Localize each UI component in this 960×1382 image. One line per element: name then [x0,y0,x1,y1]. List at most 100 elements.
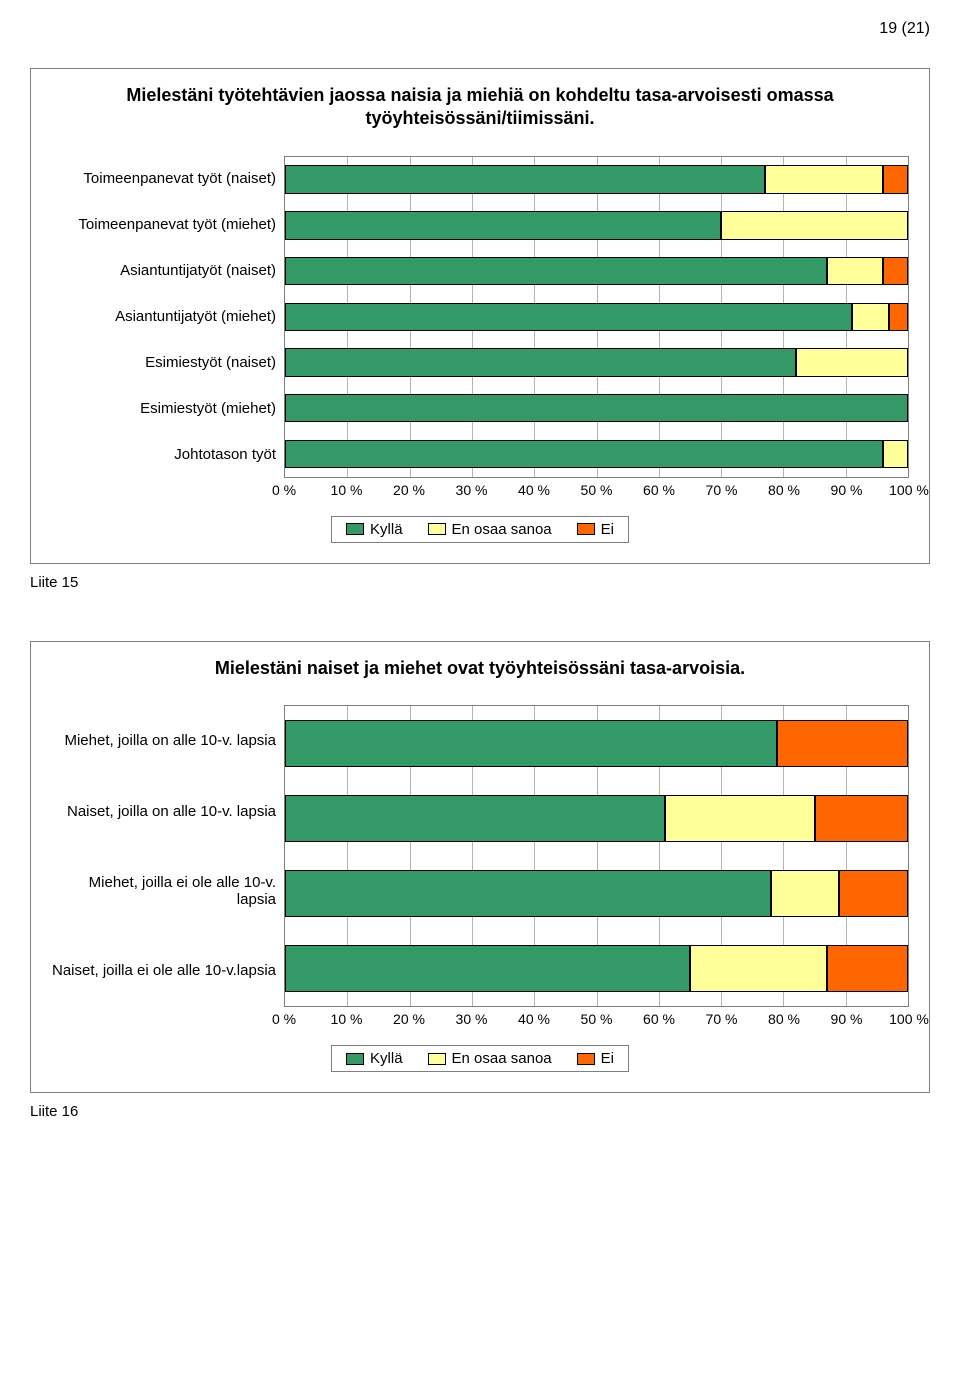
chart-2-x-ticks: 0 %10 %20 %30 %40 %50 %60 %70 %80 %90 %1… [284,1011,909,1031]
legend-item: Kyllä [346,1050,403,1067]
y-category-label: Esimiestyöt (naiset) [51,355,276,372]
legend-item: Ei [577,521,614,538]
chart-1-footer: Liite 15 [30,574,930,591]
bar-segment-en_osaa [765,165,883,193]
bar-segment-en_osaa [796,348,908,376]
x-tick-label: 10 % [331,482,363,498]
bar-segment-ei [889,303,908,331]
chart-2-footer: Liite 16 [30,1103,930,1120]
legend-swatch [346,1053,364,1065]
stacked-bar [285,211,908,239]
bar-slot [285,203,908,249]
chart-1-box: Mielestäni työtehtävien jaossa naisia ja… [30,68,930,564]
chart-1-plot [284,156,909,478]
chart-1-title: Mielestäni työtehtävien jaossa naisia ja… [120,84,840,131]
legend-item: En osaa sanoa [428,521,552,538]
legend-label: Kyllä [370,1050,403,1067]
bar-segment-en_osaa [721,211,908,239]
legend-label: En osaa sanoa [452,1050,552,1067]
bar-slot [285,431,908,477]
x-tick-label: 0 % [272,1011,296,1027]
bar-segment-kylla [285,945,690,992]
legend-label: Kyllä [370,521,403,538]
bar-slot [285,340,908,386]
x-tick-label: 50 % [581,482,613,498]
bar-slot [285,248,908,294]
bar-segment-en_osaa [852,303,889,331]
y-category-label: Naiset, joilla on alle 10-v. lapsia [51,804,276,821]
bar-segment-en_osaa [883,440,908,468]
bar-segment-kylla [285,870,771,917]
y-category-label: Toimeenpanevat työt (miehet) [51,217,276,234]
legend-item: Ei [577,1050,614,1067]
stacked-bar [285,165,908,193]
bar-slot [285,856,908,931]
x-tick-label: 0 % [272,482,296,498]
y-category-label: Asiantuntijatyöt (miehet) [51,309,276,326]
bar-slot [285,385,908,431]
stacked-bar [285,720,908,767]
stacked-bar [285,348,908,376]
chart-2-plot [284,705,909,1007]
bar-segment-kylla [285,720,777,767]
chart-1-legend: Kyllä En osaa sanoa Ei [331,516,629,543]
legend-swatch [346,523,364,535]
x-tick-label: 20 % [393,482,425,498]
chart-2-x-axis: 0 %10 %20 %30 %40 %50 %60 %70 %80 %90 %1… [51,1011,909,1031]
legend-item: En osaa sanoa [428,1050,552,1067]
y-category-label: Esimiestyöt (miehet) [51,401,276,418]
bar-slot [285,781,908,856]
legend-item: Kyllä [346,521,403,538]
bar-slot [285,706,908,781]
x-tick-label: 80 % [768,1011,800,1027]
bar-slot [285,157,908,203]
x-tick-label: 50 % [581,1011,613,1027]
bar-segment-kylla [285,257,827,285]
legend-label: Ei [601,1050,614,1067]
x-tick-label: 100 % [889,1011,929,1027]
x-tick-label: 60 % [643,482,675,498]
chart-1-x-ticks: 0 %10 %20 %30 %40 %50 %60 %70 %80 %90 %1… [284,482,909,502]
bar-segment-kylla [285,303,852,331]
bar-segment-ei [883,257,908,285]
bar-segment-en_osaa [827,257,883,285]
bar-slot [285,931,908,1006]
chart-1-bars [285,157,908,477]
x-tick-label: 20 % [393,1011,425,1027]
stacked-bar [285,257,908,285]
bar-segment-kylla [285,440,883,468]
y-category-label: Asiantuntijatyöt (naiset) [51,263,276,280]
x-tick-label: 80 % [768,482,800,498]
chart-2-x-spacer [51,1011,284,1031]
y-category-label: Miehet, joilla on alle 10-v. lapsia [51,733,276,750]
x-tick-label: 70 % [706,482,738,498]
y-category-label: Naiset, joilla ei ole alle 10-v.lapsia [51,963,276,980]
legend-swatch [428,523,446,535]
chart-2-box: Mielestäni naiset ja miehet ovat työyhte… [30,641,930,1093]
bar-segment-kylla [285,211,721,239]
chart-1-area: Toimeenpanevat työt (naiset) Toimeenpanev… [51,156,909,478]
chart-1-x-spacer [51,482,284,502]
x-tick-label: 90 % [831,482,863,498]
stacked-bar [285,945,908,992]
x-tick-label: 30 % [456,482,488,498]
chart-1-x-axis: 0 %10 %20 %30 %40 %50 %60 %70 %80 %90 %1… [51,482,909,502]
legend-label: Ei [601,521,614,538]
bar-segment-ei [777,720,908,767]
x-tick-label: 100 % [889,482,929,498]
x-tick-label: 60 % [643,1011,675,1027]
stacked-bar [285,870,908,917]
bar-segment-kylla [285,165,765,193]
x-tick-label: 40 % [518,1011,550,1027]
bar-segment-en_osaa [771,870,840,917]
chart-2-y-labels: Miehet, joilla on alle 10-v. lapsia Naise… [51,705,284,1007]
y-category-label: Toimeenpanevat työt (naiset) [51,171,276,188]
bar-segment-kylla [285,348,796,376]
x-tick-label: 10 % [331,1011,363,1027]
legend-swatch [577,523,595,535]
bar-segment-en_osaa [690,945,827,992]
y-category-label: Johtotason työt [51,447,276,464]
bar-segment-kylla [285,795,665,842]
legend-label: En osaa sanoa [452,521,552,538]
chart-2-legend: Kyllä En osaa sanoa Ei [331,1045,629,1072]
